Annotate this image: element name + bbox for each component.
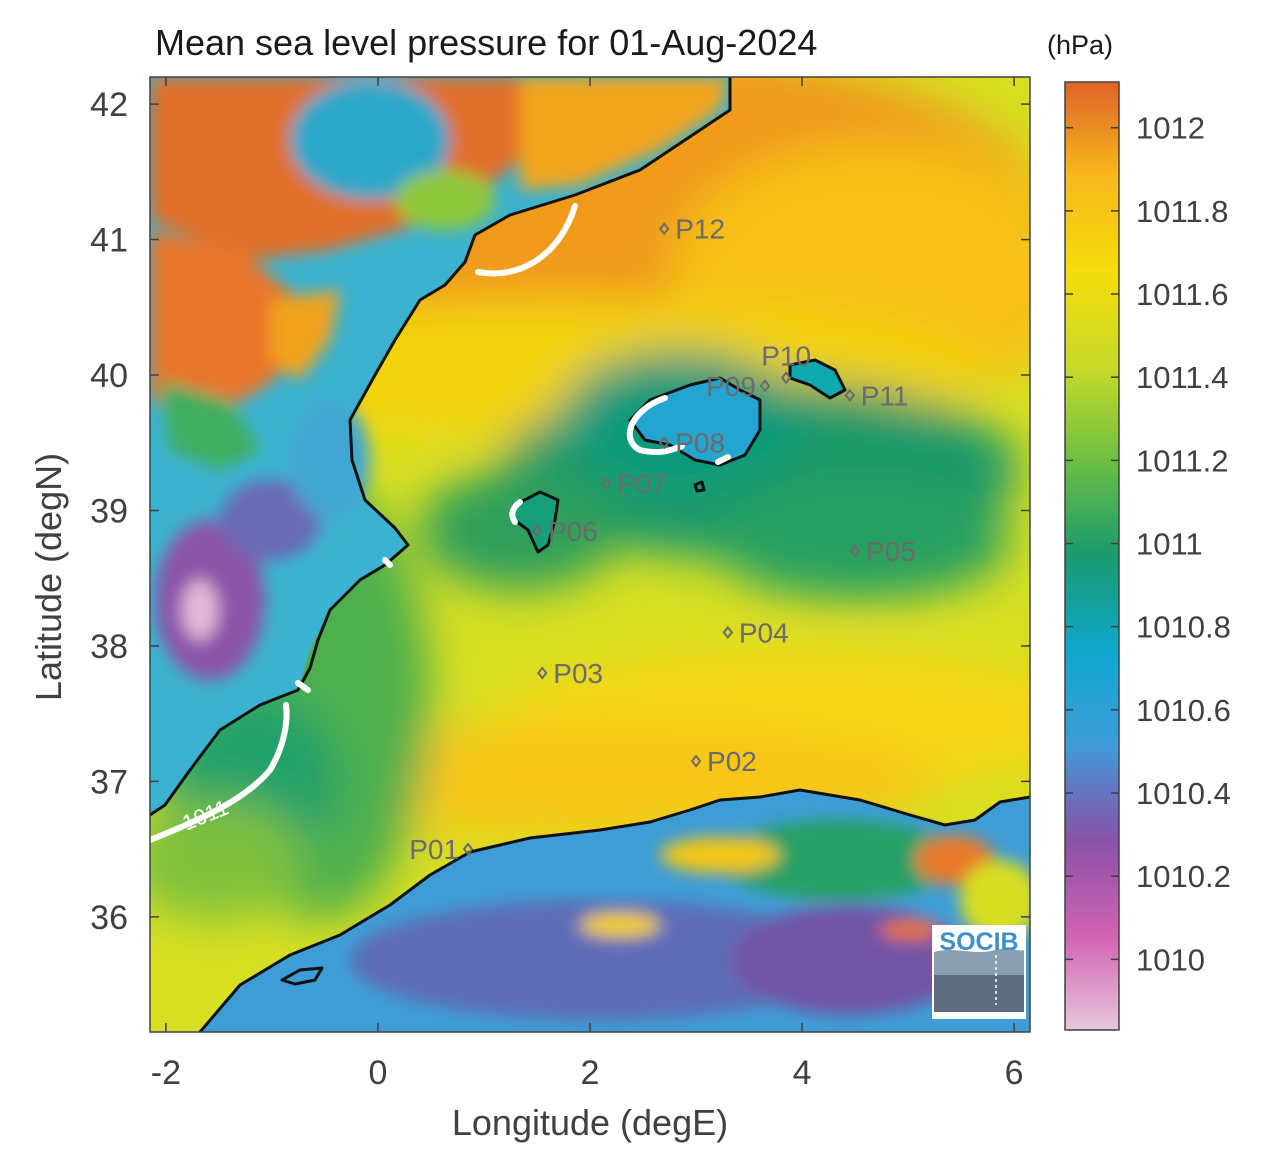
colorbar-ticks: 1012 1011.8 1011.6 1011.4 1011.2 1011 1010.8 10… — [1065, 111, 1231, 977]
y-tick-label: 42 — [90, 86, 128, 124]
point-marker — [844, 388, 856, 402]
socib-logo: SOCIB — [932, 925, 1026, 1019]
point-label: P04 — [739, 617, 789, 648]
point-marker — [849, 544, 861, 558]
x-tick-label: 2 — [581, 1054, 600, 1092]
point-label: P06 — [548, 516, 598, 547]
y-tick-label: 40 — [90, 357, 128, 395]
colorbar — [1064, 81, 1120, 1031]
colorbar-tick-label: 1011.4 — [1136, 360, 1229, 395]
y-tick-label: 39 — [90, 492, 128, 530]
point-marker — [600, 476, 612, 490]
point-marker — [531, 524, 543, 538]
colorbar-tick-label: 1010.6 — [1136, 693, 1231, 728]
point-marker — [658, 222, 670, 236]
y-tick-label: 41 — [90, 222, 128, 260]
colorbar-tick-label: 1011.6 — [1136, 277, 1229, 312]
point-label: P09 — [706, 371, 756, 402]
colorbar-tick-label: 1010.8 — [1136, 610, 1231, 645]
x-tick-label: 4 — [793, 1054, 812, 1092]
colorbar-tick-label: 1011 — [1136, 527, 1203, 562]
colorbar-tick-label: 1011.2 — [1136, 443, 1229, 478]
point-label: P01 — [409, 834, 459, 865]
x-axis-label: Longitude (degE) — [451, 1102, 729, 1143]
y-tick-label: 36 — [90, 899, 128, 937]
colorbar-tick-label: 1012 — [1136, 111, 1205, 146]
y-tick-label: 37 — [90, 763, 128, 801]
point-label: P10 — [761, 341, 811, 372]
point-marker — [722, 625, 734, 639]
colorbar-tick-label: 1010 — [1136, 942, 1205, 977]
point-marker — [537, 666, 548, 680]
colorbar-tick-label: 1011.8 — [1136, 194, 1229, 229]
point-marker — [462, 842, 474, 856]
point-label: P12 — [675, 214, 725, 245]
y-axis: 42 41 40 39 38 37 36 — [90, 86, 1030, 937]
y-tick-label: 38 — [90, 628, 128, 666]
logo-text: SOCIB — [939, 928, 1018, 956]
coastline — [150, 77, 1030, 1032]
point-label: P11 — [861, 380, 909, 411]
point-marker — [658, 436, 670, 450]
x-tick-label: 0 — [368, 1054, 387, 1092]
point-marker — [759, 379, 771, 393]
contour-1011 — [150, 203, 731, 843]
point-label: P05 — [866, 536, 916, 567]
point-label: P02 — [707, 746, 757, 777]
map-title: Mean sea level pressure for 01-Aug-2024 — [155, 22, 818, 63]
colorbar-tick-label: 1010.4 — [1136, 776, 1231, 811]
x-tick-label: -2 — [151, 1054, 181, 1092]
point-label: P07 — [617, 468, 667, 499]
point-marker — [690, 754, 702, 768]
colorbar-tick-label: 1010.2 — [1136, 859, 1231, 894]
x-axis: -2 0 2 4 6 — [151, 77, 1024, 1092]
point-marker — [780, 371, 792, 385]
x-tick-label: 6 — [1005, 1054, 1024, 1092]
pressure-field — [150, 77, 1030, 1032]
point-label: P08 — [675, 428, 725, 459]
colorbar-unit: (hPa) — [1047, 30, 1114, 60]
point-label: P03 — [553, 658, 603, 689]
